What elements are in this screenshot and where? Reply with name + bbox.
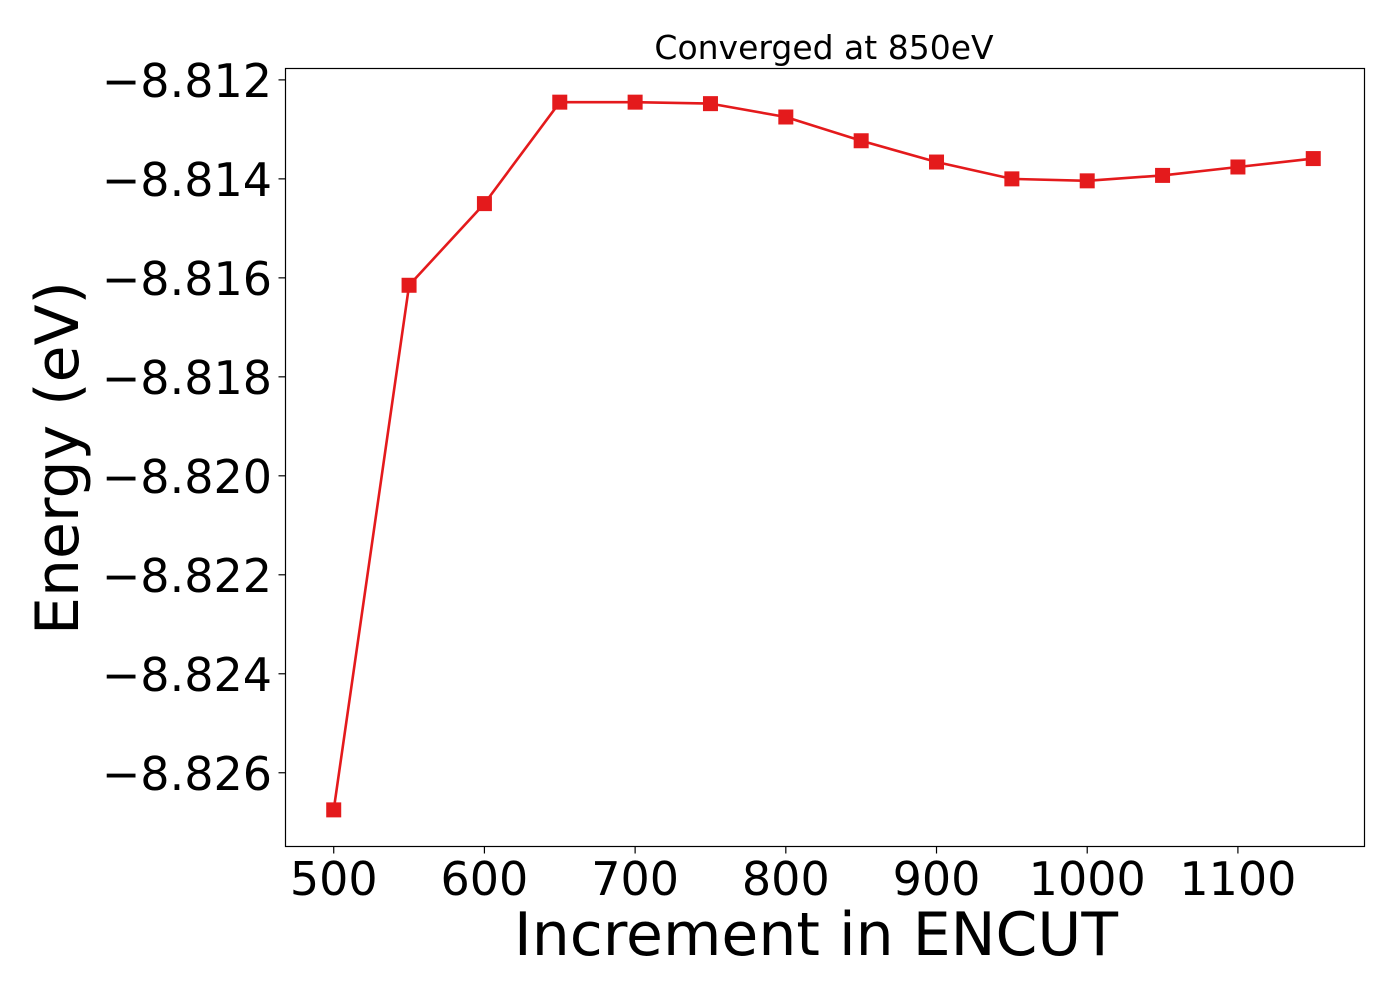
x-tick-label: 600 [441, 852, 529, 906]
data-point-marker [853, 133, 869, 149]
y-tick-label: −8.820 [102, 450, 272, 504]
data-point-marker [552, 94, 568, 110]
data-point-marker [401, 277, 417, 293]
x-tick-label: 1100 [1179, 852, 1296, 906]
energy-series-markers [326, 94, 1321, 818]
data-point-marker [1079, 173, 1095, 189]
x-tick-label: 500 [290, 852, 378, 906]
y-tick-label: −8.826 [102, 747, 272, 801]
y-axis-label: Energy (eV) [23, 281, 93, 635]
y-tick-label: −8.816 [102, 252, 272, 306]
y-tick-label: −8.818 [102, 351, 272, 405]
data-point-marker [1004, 171, 1020, 187]
x-tick-label: 900 [893, 852, 981, 906]
data-point-marker [476, 196, 492, 212]
y-tick-label: −8.812 [102, 54, 272, 108]
data-point-marker [929, 154, 945, 170]
y-tick-label: −8.822 [102, 549, 272, 603]
data-point-marker [702, 96, 718, 112]
data-point-marker [627, 94, 643, 110]
plot-area-frame [284, 67, 1366, 848]
y-axis-ticks: −8.812 −8.814 −8.816 −8.818 −8.820 −8.822 −8.8… [102, 54, 286, 801]
x-tick-label: 800 [742, 852, 830, 906]
chart-title: Converged at 850eV [654, 28, 994, 67]
data-point-marker [1305, 151, 1321, 167]
x-tick-label: 1000 [1029, 852, 1146, 906]
x-tick-label: 700 [591, 852, 679, 906]
x-axis-ticks: 500 600 700 800 900 1000 1100 [290, 846, 1296, 906]
data-point-marker [1155, 167, 1171, 183]
y-tick-label: −8.814 [102, 153, 272, 207]
y-tick-label: −8.824 [102, 648, 272, 702]
data-point-marker [326, 802, 342, 818]
data-point-marker [778, 109, 794, 125]
data-point-marker [1230, 159, 1246, 175]
energy-series-line [332, 100, 1314, 811]
x-axis-label: Increment in ENCUT [514, 900, 1118, 970]
